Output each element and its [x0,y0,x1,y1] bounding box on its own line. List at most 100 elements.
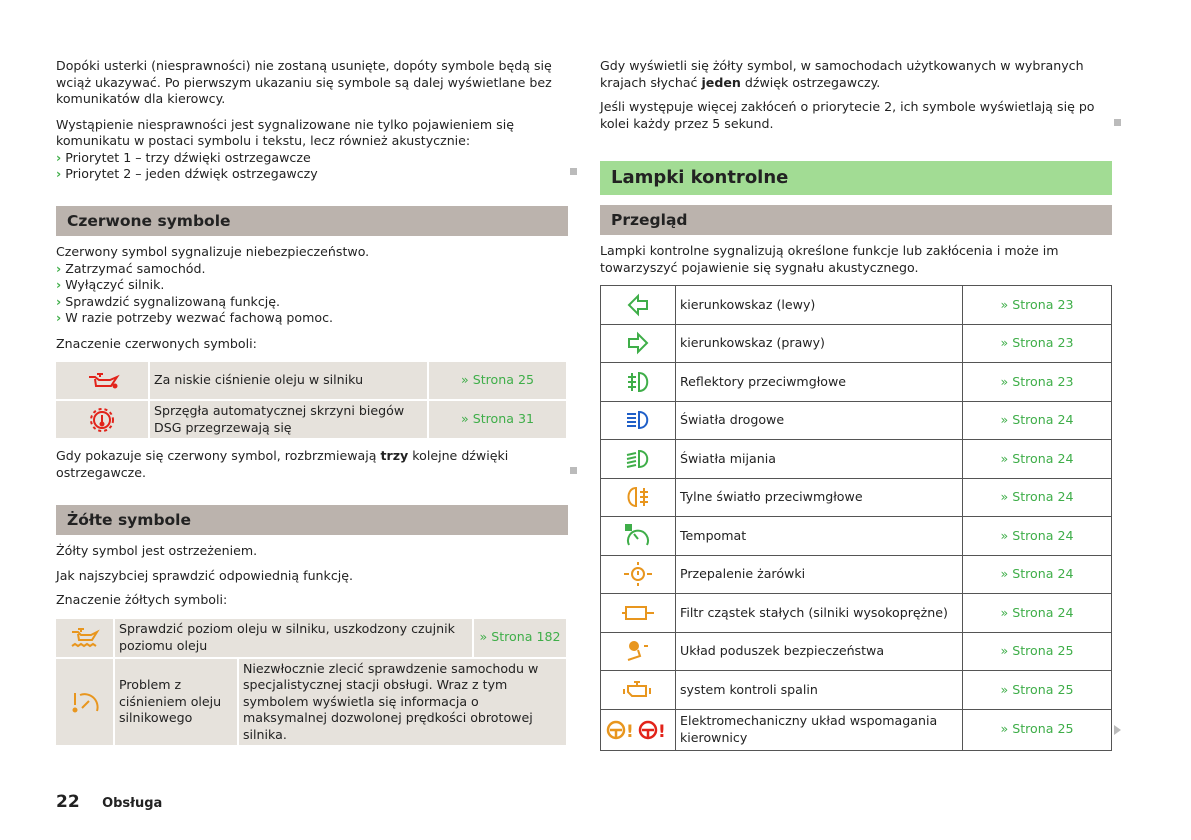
end-marker [570,467,577,474]
footer: 22 Obsługa [56,792,162,812]
step-text: W razie potrzeby wezwać fachową pomoc. [65,310,334,325]
paragraph: Gdy wyświetli się żółty symbol, w samoch… [600,58,1112,91]
red-symbols-section: Czerwone symbole Czerwony symbol sygnali… [56,206,568,481]
paragraph: Czerwony symbol sygnalizuje niebezpiecze… [56,244,370,259]
text-cell: system kontroli spalin [675,670,963,710]
priority-item: › Priorytet 2 – jeden dźwięk ostrzegawczy [56,166,318,181]
text-cell: Elektromechaniczny układ wspomagania kie… [675,708,963,751]
icon-cell [600,400,676,440]
section-heading: Czerwone symbole [56,206,568,236]
engine-check-icon [620,680,656,697]
page-number: 22 [56,792,80,812]
text-cell: Światła drogowe [675,400,963,440]
table-row: Sprawdzić poziom oleju w silniku, uszkod… [56,618,566,657]
bold-text: jeden [701,74,741,90]
page-link[interactable]: » Strona 24 [962,477,1112,517]
airbag-icon [620,641,656,662]
page-link[interactable]: » Strona 24 [962,593,1112,633]
red-symbols-table: Za niskie ciśnienie oleju w silniku» Str… [54,360,568,440]
text-cell: kierunkowskaz (lewy) [675,285,963,325]
subsection-heading: Przegląd [600,205,1112,235]
priority-text: Priorytet 1 – trzy dźwięki ostrzegawcze [65,149,311,165]
paragraph: Znaczenie żółtych symboli: [56,592,228,607]
particle-filter-icon [620,604,656,620]
page-link[interactable]: » Strona 182 [474,618,566,657]
gearbox-temperature-icon [84,407,120,432]
table-row: Tylne światło przeciwmgłowe» Strona 24 [600,477,1112,517]
step-text: Zatrzymać samochód. [65,260,206,276]
page-link[interactable]: » Strona 23 [962,285,1112,325]
table-row: Światła mijania» Strona 24 [600,439,1112,479]
table-row: kierunkowskaz (lewy)» Strona 23 [600,285,1112,325]
bulb-failure-icon [620,562,656,587]
paragraph: Żółty symbol jest ostrzeżeniem. [56,543,258,558]
intro-paragraph: Wystąpienie niesprawności jest sygnalizo… [56,116,514,149]
icon-cell [600,670,676,710]
paragraph: Jeśli występuje więcej zakłóceń o priory… [600,99,1095,131]
footer-section: Obsługa [102,796,163,811]
end-marker [570,168,577,175]
table-row: Światła drogowe» Strona 24 [600,400,1112,440]
table-row: Układ poduszek bezpieczeństwa» Strona 25 [600,631,1112,671]
icon-cell [600,516,676,556]
page-link[interactable]: » Strona 25 [429,362,566,399]
icon-cell [600,439,676,479]
table-row: system kontroli spalin» Strona 25 [600,670,1112,710]
icon-cell [600,631,676,671]
text: dźwięk ostrzegawczy. [740,74,881,90]
icon-cell [600,323,676,363]
step-text: Wyłączyć silnik. [65,277,165,292]
rear-fog-light-icon [620,487,656,508]
text-cell: Tylne światło przeciwmgłowe [675,477,963,517]
text-cell: Reflektory przeciwmgłowe [675,362,963,402]
text-cell: Niezwłocznie zlecić sprawdzenie samochod… [239,658,566,745]
paragraph: Jak najszybciej sprawdzić odpowiednią fu… [56,567,354,583]
text-cell: Układ poduszek bezpieczeństwa [675,631,963,671]
icon-cell: !! [600,708,676,751]
text: Gdy pokazuje się czerwony symbol, rozbrz… [56,448,381,463]
page-link[interactable]: » Strona 23 [962,323,1112,363]
label-cell: Problem z ciśnieniem oleju silnikowego [115,658,237,745]
front-fog-light-icon [620,371,656,392]
intro-paragraph: Dopóki usterki (niesprawności) nie zosta… [56,58,552,106]
icon-cell [600,285,676,325]
table-row: Problem z ciśnieniem oleju silnikowego N… [56,658,566,745]
turn-right-icon [620,331,656,355]
yellow-symbols-section: Żółte symbole Żółty symbol jest ostrzeże… [56,505,568,747]
page-link[interactable]: » Strona 24 [962,554,1112,594]
page-link[interactable]: » Strona 24 [962,516,1112,556]
low-beam-icon [620,449,656,468]
table-row: kierunkowskaz (prawy)» Strona 23 [600,323,1112,363]
icon-cell [600,554,676,594]
cruise-control-icon [620,523,656,546]
step-text: Sprawdzić sygnalizowaną funkcję. [65,293,281,309]
table-row: Tempomat» Strona 24 [600,516,1112,556]
icon-cell [600,477,676,517]
svg-text:!: ! [626,722,634,742]
paragraph: Znaczenie czerwonych symboli: [56,335,257,351]
text-cell: Tempomat [675,516,963,556]
text-cell: kierunkowskaz (prawy) [675,323,963,363]
section-heading: Żółte symbole [56,505,568,535]
text-cell: Sprawdzić poziom oleju w silniku, uszkod… [115,618,472,657]
priority-item: › Priorytet 1 – trzy dźwięki ostrzegawcze [56,149,311,165]
turn-left-icon [620,293,656,317]
table-row: Sprzęgła automatycznej skrzyni biegów DS… [56,401,566,438]
text-cell: Filtr cząstek stałych (silniki wysokoprę… [675,593,963,633]
text: Gdy wyświetli się żółty symbol, w samoch… [600,58,1084,90]
page-link[interactable]: » Strona 25 [962,631,1112,671]
text-cell: Światła mijania [675,439,963,479]
page-link[interactable]: » Strona 23 [962,362,1112,402]
page-link[interactable]: » Strona 25 [962,670,1112,710]
table-row: Za niskie ciśnienie oleju w silniku» Str… [56,362,566,399]
page-link[interactable]: » Strona 25 [962,708,1112,751]
page-link[interactable]: » Strona 24 [962,400,1112,440]
table-row: Filtr cząstek stałych (silniki wysokoprę… [600,593,1112,633]
text: kolejne dźwięki ostrzegawcze. [56,448,509,480]
warning-lights-table: kierunkowskaz (lewy)» Strona 23 kierunkow… [600,285,1112,751]
text-cell: Za niskie ciśnienie oleju w silniku [150,362,427,399]
page-link[interactable]: » Strona 24 [962,439,1112,479]
priority-text: Priorytet 2 – jeden dźwięk ostrzegawczy [65,166,318,181]
page-link[interactable]: » Strona 31 [429,401,566,438]
warning-lights-section: Lampki kontrolne Przegląd Lampki kontrol… [600,161,1112,751]
